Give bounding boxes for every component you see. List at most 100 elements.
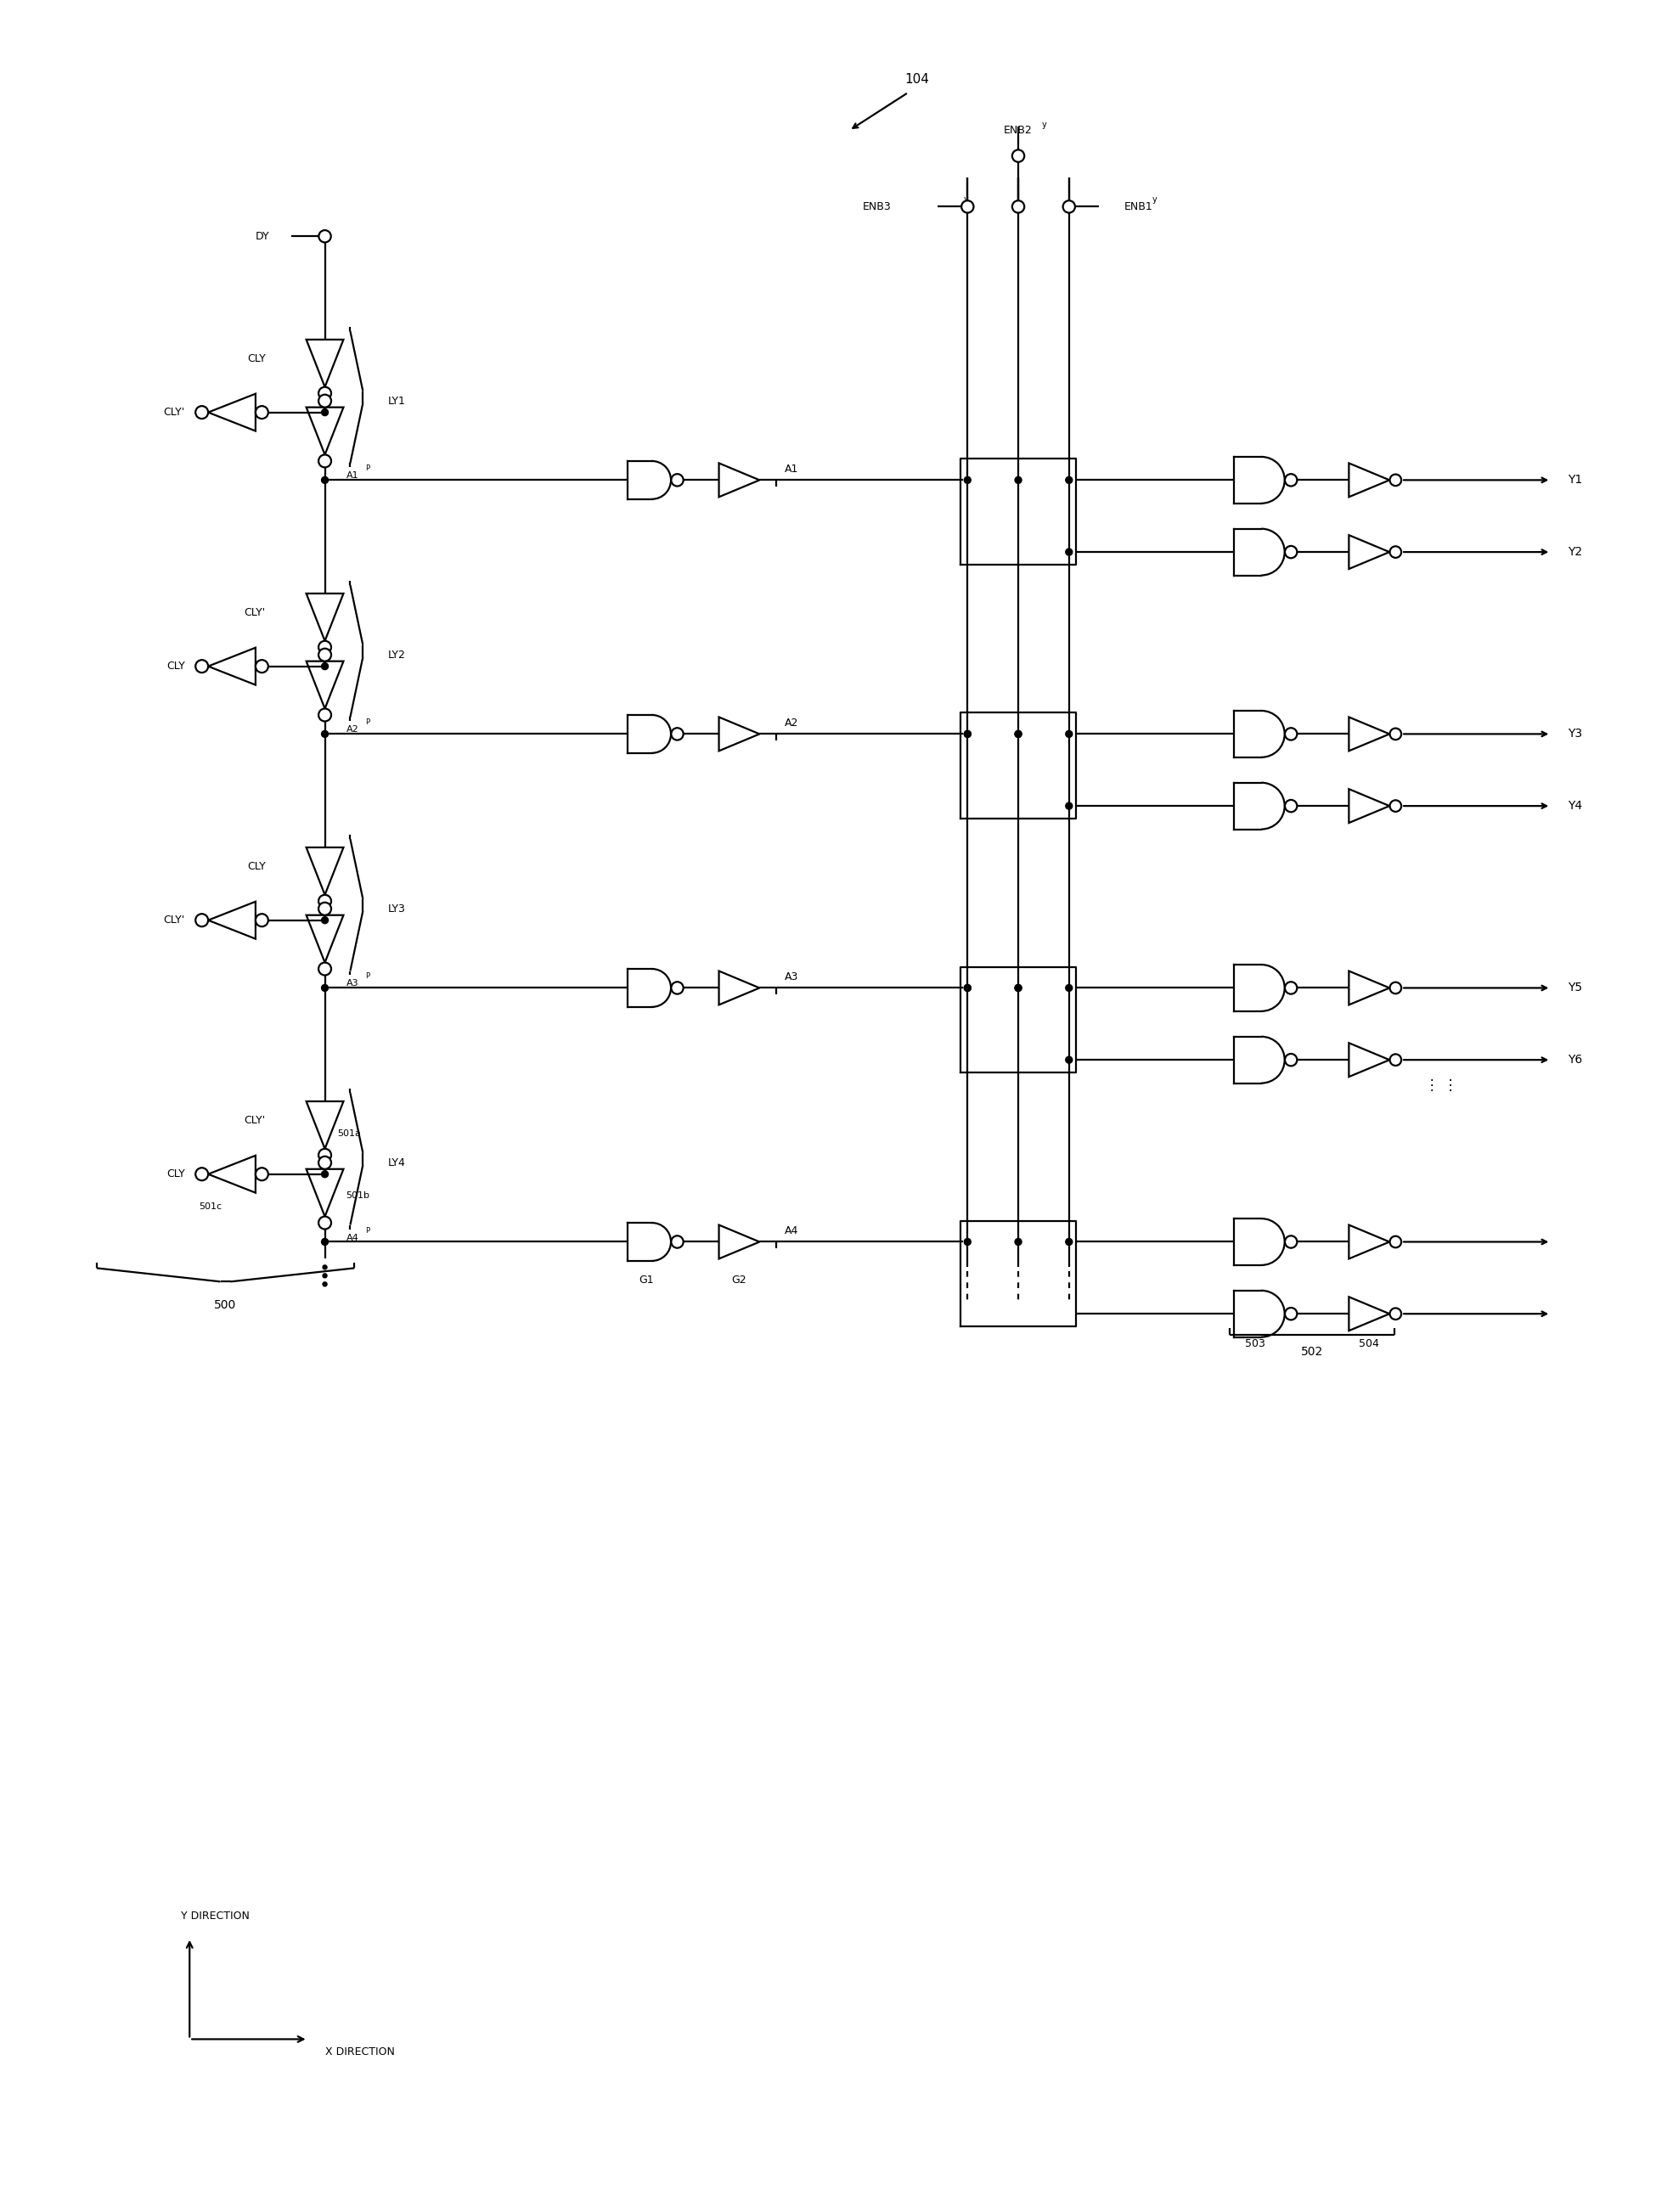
Text: X DIRECTION: X DIRECTION bbox=[325, 2046, 394, 2057]
Circle shape bbox=[1389, 1307, 1401, 1321]
Circle shape bbox=[1065, 549, 1073, 555]
Text: A3: A3 bbox=[346, 980, 358, 989]
Text: G2: G2 bbox=[732, 1274, 747, 1285]
Text: Y1: Y1 bbox=[1568, 473, 1583, 487]
Circle shape bbox=[1012, 201, 1025, 212]
Text: A1: A1 bbox=[346, 471, 358, 480]
Circle shape bbox=[671, 1237, 684, 1248]
Circle shape bbox=[321, 916, 328, 925]
Circle shape bbox=[1065, 984, 1073, 991]
Circle shape bbox=[318, 387, 331, 400]
Circle shape bbox=[318, 230, 331, 243]
Text: LY1: LY1 bbox=[388, 396, 406, 407]
Circle shape bbox=[1389, 473, 1401, 487]
Text: LY4: LY4 bbox=[388, 1157, 406, 1168]
Circle shape bbox=[1285, 801, 1297, 812]
Circle shape bbox=[1285, 473, 1297, 487]
Circle shape bbox=[321, 984, 328, 991]
Circle shape bbox=[1015, 984, 1022, 991]
Circle shape bbox=[1012, 150, 1025, 161]
Text: DY: DY bbox=[255, 230, 270, 241]
Text: Y3: Y3 bbox=[1568, 728, 1583, 741]
Text: 501c: 501c bbox=[199, 1201, 222, 1210]
Circle shape bbox=[318, 1217, 331, 1230]
Circle shape bbox=[1015, 984, 1022, 991]
Text: ENB2: ENB2 bbox=[1004, 126, 1033, 135]
Circle shape bbox=[318, 641, 331, 653]
Circle shape bbox=[1389, 1237, 1401, 1248]
Circle shape bbox=[321, 730, 328, 737]
Circle shape bbox=[255, 407, 268, 418]
Circle shape bbox=[1065, 1239, 1073, 1245]
Text: CLY: CLY bbox=[167, 1168, 185, 1179]
Circle shape bbox=[1065, 803, 1073, 810]
Text: 502: 502 bbox=[1302, 1345, 1323, 1358]
Text: P: P bbox=[366, 719, 369, 726]
Circle shape bbox=[1389, 546, 1401, 557]
Text: CLY': CLY' bbox=[243, 608, 265, 619]
Circle shape bbox=[671, 473, 684, 487]
Text: P: P bbox=[366, 973, 369, 980]
Circle shape bbox=[321, 409, 328, 416]
Circle shape bbox=[962, 201, 974, 212]
Circle shape bbox=[321, 664, 328, 670]
Circle shape bbox=[255, 914, 268, 927]
Text: A2: A2 bbox=[346, 726, 359, 734]
Circle shape bbox=[321, 478, 328, 484]
Circle shape bbox=[318, 1148, 331, 1161]
Circle shape bbox=[323, 1283, 326, 1287]
Text: G1: G1 bbox=[639, 1274, 654, 1285]
Circle shape bbox=[318, 648, 331, 661]
Circle shape bbox=[1285, 728, 1297, 741]
Circle shape bbox=[1389, 982, 1401, 993]
Text: LY2: LY2 bbox=[388, 650, 406, 661]
Circle shape bbox=[964, 984, 970, 991]
Circle shape bbox=[1063, 201, 1075, 212]
Text: Y4: Y4 bbox=[1568, 801, 1583, 812]
Text: CLY: CLY bbox=[167, 661, 185, 672]
Circle shape bbox=[255, 1168, 268, 1181]
Circle shape bbox=[195, 407, 209, 418]
Text: ⋮ ⋮: ⋮ ⋮ bbox=[1424, 1077, 1457, 1093]
Circle shape bbox=[195, 1168, 209, 1181]
Text: P: P bbox=[366, 465, 369, 473]
Circle shape bbox=[964, 730, 970, 737]
Circle shape bbox=[1015, 730, 1022, 737]
Text: 503: 503 bbox=[1245, 1338, 1265, 1349]
Text: 104: 104 bbox=[904, 73, 929, 86]
Text: P: P bbox=[366, 1228, 369, 1234]
Circle shape bbox=[323, 1274, 326, 1279]
Circle shape bbox=[671, 982, 684, 993]
Circle shape bbox=[195, 914, 209, 927]
Circle shape bbox=[1065, 478, 1073, 484]
Text: A2: A2 bbox=[785, 717, 798, 728]
Circle shape bbox=[318, 1157, 331, 1170]
Circle shape bbox=[255, 659, 268, 672]
Text: ENB1: ENB1 bbox=[1124, 201, 1153, 212]
Circle shape bbox=[323, 1265, 326, 1270]
Text: A4: A4 bbox=[785, 1225, 798, 1237]
Circle shape bbox=[1285, 982, 1297, 993]
Circle shape bbox=[318, 896, 331, 907]
Circle shape bbox=[964, 730, 970, 737]
Text: y: y bbox=[1153, 195, 1158, 204]
Circle shape bbox=[1285, 1307, 1297, 1321]
Text: LY3: LY3 bbox=[388, 905, 406, 916]
Text: Y6: Y6 bbox=[1568, 1053, 1583, 1066]
Text: Y5: Y5 bbox=[1568, 982, 1583, 993]
Circle shape bbox=[671, 728, 684, 741]
Text: A4: A4 bbox=[346, 1234, 359, 1241]
Circle shape bbox=[1389, 801, 1401, 812]
Text: Y2: Y2 bbox=[1568, 546, 1583, 557]
Text: CLY': CLY' bbox=[164, 407, 185, 418]
Circle shape bbox=[1389, 728, 1401, 739]
Text: 504: 504 bbox=[1360, 1338, 1379, 1349]
Text: CLY': CLY' bbox=[164, 916, 185, 927]
Text: ENB3: ENB3 bbox=[863, 201, 891, 212]
Text: 501b: 501b bbox=[346, 1190, 369, 1199]
Circle shape bbox=[321, 1239, 328, 1245]
Text: CLY: CLY bbox=[247, 860, 265, 872]
Circle shape bbox=[318, 708, 331, 721]
Text: Y DIRECTION: Y DIRECTION bbox=[181, 1911, 250, 1922]
Text: 501a: 501a bbox=[338, 1130, 361, 1137]
